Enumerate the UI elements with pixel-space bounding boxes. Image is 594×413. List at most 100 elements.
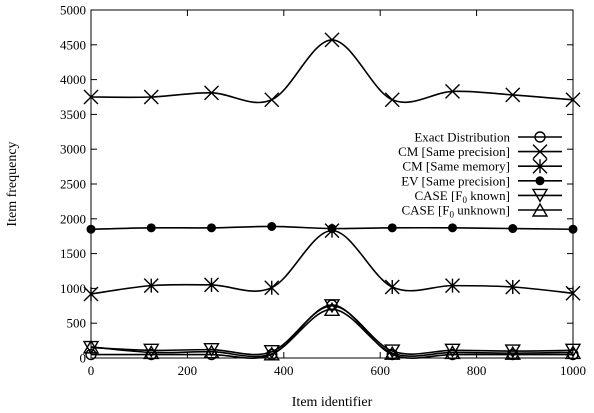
y-tick-label: 3000 (60, 142, 86, 157)
data-point (445, 278, 460, 294)
y-tick-label: 1500 (60, 246, 86, 261)
legend-entry: CM [Same memory] (402, 159, 562, 174)
legend-label-text: EV [Same precision] (401, 173, 510, 188)
legend-marker (531, 188, 549, 203)
x-axis-title: Item identifier (292, 395, 373, 410)
legend-label-text: CASE [F (401, 203, 449, 218)
data-point (203, 344, 220, 359)
legend-label-suffix: known] (467, 188, 510, 203)
series-1 (83, 32, 581, 108)
data-point (564, 343, 582, 358)
legend-entry: EV [Same precision] (401, 173, 562, 188)
data-point (83, 89, 99, 105)
series-line (90, 308, 574, 358)
x-axis-ticks: 0 200 400 600 800 1000 (88, 10, 586, 378)
series-line (90, 304, 574, 356)
x-tick-label: 400 (274, 363, 294, 378)
data-point (445, 83, 460, 99)
data-point (143, 89, 159, 105)
data-point (143, 343, 160, 358)
data-point (264, 280, 280, 296)
x-tick-label: 600 (370, 363, 390, 378)
x-tick-label: 1000 (560, 363, 586, 378)
legend-entry: Exact Distribution (414, 130, 562, 145)
data-point (564, 345, 582, 360)
y-tick-label: 1000 (60, 281, 86, 296)
legend-label: CASE [F0 known] (414, 188, 510, 205)
data-point (83, 286, 99, 302)
data-point (568, 224, 578, 234)
x-tick-label: 0 (88, 363, 95, 378)
data-point (505, 279, 521, 295)
legend-marker (532, 144, 548, 160)
data-point (264, 92, 280, 108)
y-tick-label: 4500 (60, 37, 86, 52)
series-5 (82, 301, 582, 361)
data-point (444, 343, 461, 358)
y-tick-label: 4000 (60, 72, 86, 87)
series-2 (83, 223, 581, 302)
data-point (323, 301, 341, 316)
legend-label: CM [Same memory] (402, 159, 510, 174)
data-point (508, 224, 518, 234)
data-point (323, 299, 341, 314)
data-point (143, 278, 159, 294)
legend-label: EV [Same precision] (401, 173, 510, 188)
data-point (565, 285, 581, 301)
data-point (203, 342, 220, 358)
y-tick-label: 2000 (60, 211, 86, 226)
legend-marker (532, 158, 548, 174)
legend-label: CASE [F0 unknown] (401, 203, 510, 220)
legend-entry: CASE [F0 known] (414, 188, 562, 205)
y-tick-label: 3500 (60, 107, 86, 122)
data-point (146, 223, 156, 233)
legend-label-text: CM [Same memory] (402, 159, 510, 174)
legend-marker (531, 202, 549, 217)
legend-label-text: CM [Same precision] (398, 144, 510, 159)
y-tick-label: 500 (67, 316, 87, 331)
series-line (90, 229, 574, 295)
data-point (324, 32, 340, 48)
data-point (384, 92, 400, 108)
data-point (85, 348, 97, 361)
y-tick-label: 2500 (60, 177, 86, 192)
data-point (204, 85, 219, 101)
data-point (444, 345, 461, 360)
x-tick-label: 200 (178, 363, 198, 378)
legend-label-suffix: unknown] (454, 203, 510, 218)
series-line (90, 39, 574, 104)
data-point (504, 344, 521, 359)
legend-entry: CM [Same precision] (398, 144, 562, 159)
series-3 (86, 221, 578, 234)
legend-marker (534, 131, 546, 143)
data-point (504, 345, 521, 360)
y-tick-label: 0 (80, 351, 87, 366)
x-tick-label: 800 (467, 363, 487, 378)
legend-label: CM [Same precision] (398, 144, 510, 159)
data-point (384, 345, 401, 360)
series-layer (82, 32, 582, 361)
legend-label-subscript: 0 (450, 210, 455, 220)
legend-label-subscript: 0 (463, 195, 468, 205)
data-point (86, 224, 96, 234)
legend-label: Exact Distribution (414, 130, 510, 145)
data-point (448, 223, 457, 233)
data-point (143, 345, 160, 360)
legend-label-text: Exact Distribution (414, 130, 510, 145)
data-point (263, 346, 280, 361)
y-tick-label: 5000 (60, 3, 86, 18)
legend-label-text: CASE [F (414, 188, 462, 203)
data-point (267, 221, 277, 231)
data-point (204, 277, 219, 293)
data-point (384, 279, 400, 295)
y-axis-ticks: 0 500 1000 1500 2000 2500 3000 3500 4000 4500 5000 (60, 3, 573, 366)
y-axis-title: Item frequency (5, 141, 20, 226)
data-point (387, 223, 397, 233)
data-point (565, 92, 581, 108)
data-point (207, 223, 216, 233)
data-point (505, 87, 521, 103)
data-point (82, 339, 100, 354)
data-point (327, 224, 337, 234)
